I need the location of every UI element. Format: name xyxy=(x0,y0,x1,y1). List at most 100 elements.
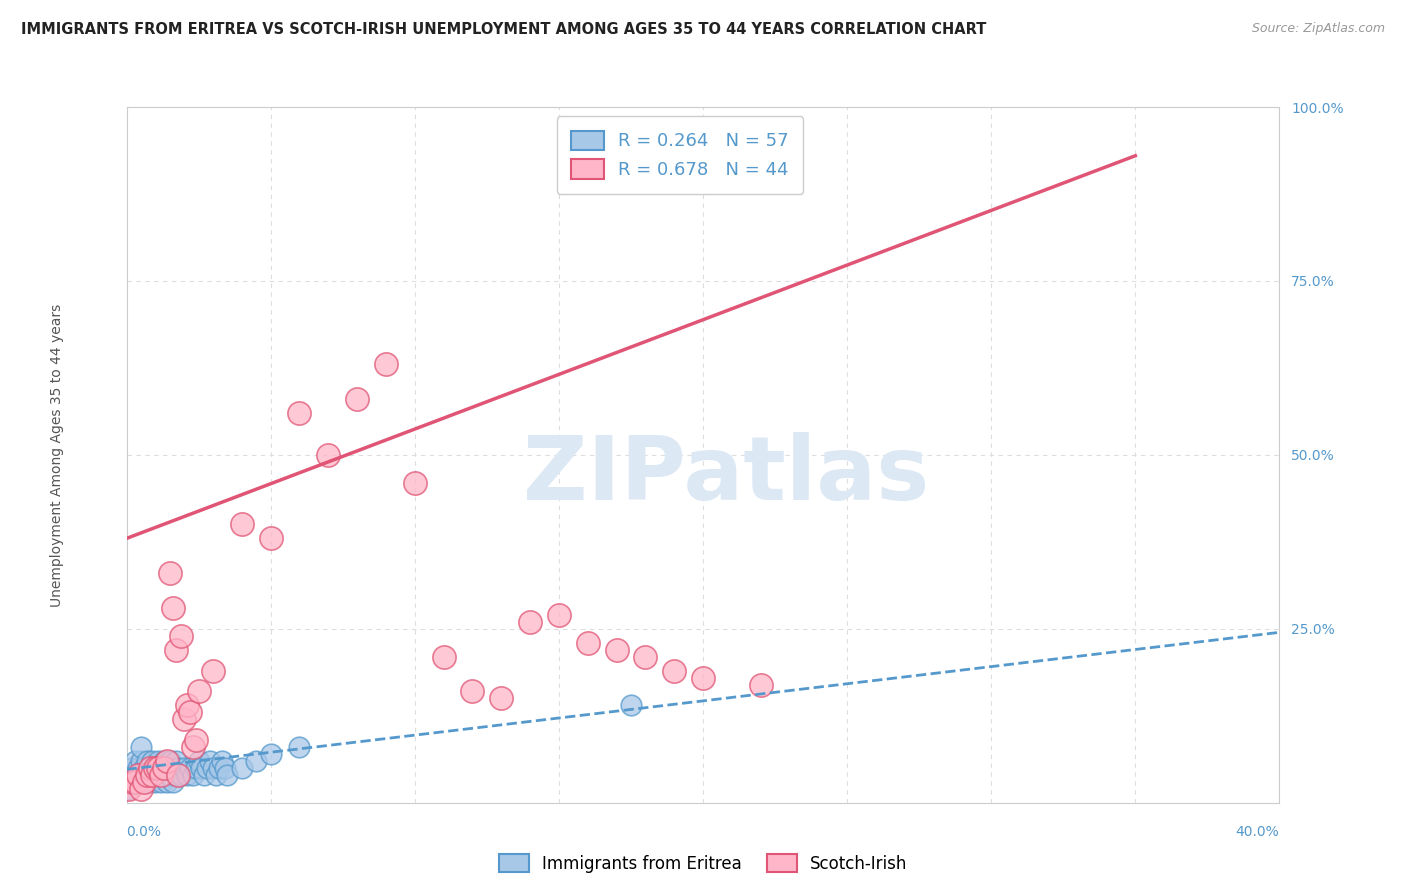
Point xyxy=(288,740,311,755)
Point xyxy=(404,475,426,490)
Point xyxy=(211,754,233,768)
Point xyxy=(167,761,190,775)
Point xyxy=(620,698,643,713)
Point xyxy=(190,761,212,775)
Point xyxy=(121,761,143,775)
Point xyxy=(150,768,173,782)
Point xyxy=(145,761,166,775)
Point xyxy=(148,754,170,768)
Point xyxy=(124,775,146,789)
Point xyxy=(135,768,157,782)
Point xyxy=(205,768,228,782)
Point xyxy=(145,775,166,789)
Point xyxy=(162,775,184,789)
Text: ZIPatlas: ZIPatlas xyxy=(523,433,929,519)
Point xyxy=(156,754,179,768)
Text: Unemployment Among Ages 35 to 44 years: Unemployment Among Ages 35 to 44 years xyxy=(51,303,65,607)
Point xyxy=(193,768,215,782)
Point xyxy=(179,761,201,775)
Point xyxy=(208,761,231,775)
Point xyxy=(150,761,173,775)
Point xyxy=(141,768,163,782)
Point xyxy=(214,761,236,775)
Point xyxy=(153,768,176,782)
Point xyxy=(231,517,253,532)
Point xyxy=(121,775,143,789)
Point xyxy=(127,761,149,775)
Point xyxy=(231,761,253,775)
Point xyxy=(159,754,181,768)
Point xyxy=(127,768,149,782)
Point xyxy=(259,532,281,546)
Point xyxy=(129,768,152,782)
Point xyxy=(176,698,198,713)
Point xyxy=(374,358,398,372)
Point xyxy=(187,754,209,768)
Point xyxy=(184,761,207,775)
Point xyxy=(692,671,714,685)
Legend: Immigrants from Eritrea, Scotch-Irish: Immigrants from Eritrea, Scotch-Irish xyxy=(492,847,914,880)
Point xyxy=(129,781,152,796)
Point xyxy=(141,754,163,768)
Point xyxy=(179,706,201,720)
Point xyxy=(288,406,311,420)
Point xyxy=(153,754,176,768)
Point xyxy=(118,781,141,796)
Point xyxy=(217,768,239,782)
Point xyxy=(127,775,149,789)
Text: 40.0%: 40.0% xyxy=(1236,825,1279,839)
Point xyxy=(148,768,170,782)
Point xyxy=(165,642,187,657)
Point xyxy=(318,448,340,462)
Point xyxy=(135,754,157,768)
Point xyxy=(129,754,152,768)
Point xyxy=(489,691,512,706)
Point xyxy=(162,761,184,775)
Point xyxy=(156,775,179,789)
Point xyxy=(159,768,181,782)
Point xyxy=(138,761,160,775)
Point xyxy=(138,775,160,789)
Text: IMMIGRANTS FROM ERITREA VS SCOTCH-IRISH UNEMPLOYMENT AMONG AGES 35 TO 44 YEARS C: IMMIGRANTS FROM ERITREA VS SCOTCH-IRISH … xyxy=(21,22,987,37)
Point xyxy=(187,684,209,698)
Point xyxy=(156,761,179,775)
Point xyxy=(124,754,146,768)
Point xyxy=(605,642,627,657)
Point xyxy=(150,775,173,789)
Point xyxy=(132,761,155,775)
Point xyxy=(346,392,368,407)
Point xyxy=(141,768,163,782)
Point xyxy=(198,754,221,768)
Point xyxy=(576,636,599,650)
Point xyxy=(461,684,484,698)
Point xyxy=(634,649,657,664)
Point xyxy=(749,677,772,691)
Point xyxy=(181,740,204,755)
Point xyxy=(145,761,166,775)
Point xyxy=(162,601,184,615)
Point xyxy=(173,761,195,775)
Point xyxy=(519,615,541,629)
Point xyxy=(184,733,207,747)
Point xyxy=(548,607,571,622)
Point xyxy=(135,768,157,782)
Point xyxy=(165,754,187,768)
Point xyxy=(181,768,204,782)
Text: 0.0%: 0.0% xyxy=(127,825,162,839)
Point xyxy=(202,761,225,775)
Point xyxy=(195,761,218,775)
Text: Source: ZipAtlas.com: Source: ZipAtlas.com xyxy=(1251,22,1385,36)
Point xyxy=(664,664,686,678)
Point xyxy=(165,768,187,782)
Point xyxy=(173,712,195,726)
Point xyxy=(176,768,198,782)
Point xyxy=(170,629,193,643)
Point xyxy=(153,761,176,775)
Point xyxy=(118,781,141,796)
Point xyxy=(138,761,160,775)
Legend: R = 0.264   N = 57, R = 0.678   N = 44: R = 0.264 N = 57, R = 0.678 N = 44 xyxy=(557,116,803,194)
Point xyxy=(132,775,155,789)
Point xyxy=(170,768,193,782)
Point xyxy=(202,664,225,678)
Point xyxy=(245,754,267,768)
